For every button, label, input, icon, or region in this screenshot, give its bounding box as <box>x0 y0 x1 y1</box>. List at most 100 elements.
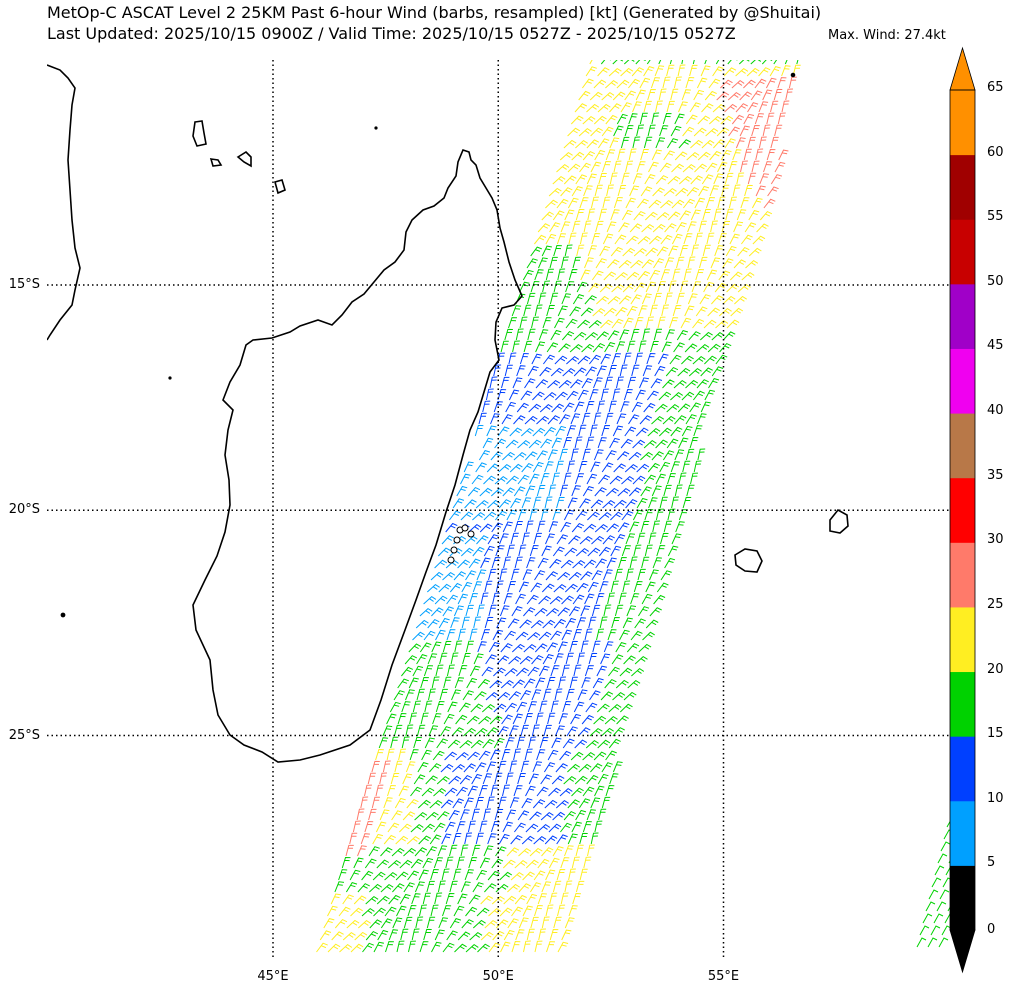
wind-barb <box>590 832 599 845</box>
wind-barb <box>678 101 688 113</box>
wind-barb <box>741 234 753 245</box>
wind-barb <box>578 127 592 137</box>
wind-barb <box>545 268 554 281</box>
wind-barb <box>552 472 560 485</box>
wind-barb <box>517 810 530 821</box>
wind-barb <box>634 352 643 365</box>
wind-barb <box>414 847 428 857</box>
wind-barb <box>497 760 507 773</box>
wind-barb <box>460 547 474 557</box>
wind-barb <box>464 869 474 881</box>
wind-barb <box>652 223 666 233</box>
wind-barb <box>518 581 529 593</box>
wind-barb <box>656 544 666 557</box>
wind-barb <box>750 90 763 101</box>
wind-barb <box>422 823 435 833</box>
wind-barb <box>586 103 600 113</box>
wind-barb <box>618 556 627 569</box>
wind-barb <box>634 282 646 293</box>
wind-barb <box>540 472 550 485</box>
wind-barb <box>402 773 413 785</box>
wind-barb <box>453 905 465 917</box>
wind-barb <box>412 631 425 641</box>
wind-barb <box>613 160 622 173</box>
wind-barb <box>486 761 497 773</box>
wind-barb <box>561 595 574 605</box>
wind-barb <box>579 498 591 509</box>
wind-barb <box>543 391 557 401</box>
wind-barb <box>345 844 354 857</box>
wind-barb <box>608 703 622 713</box>
wind-barb <box>504 702 517 713</box>
wind-barb <box>387 784 396 797</box>
wind-barb <box>526 292 536 305</box>
wind-barb <box>372 871 386 881</box>
wind-barb <box>459 774 473 785</box>
wind-barb <box>651 485 662 497</box>
wind-barb <box>536 749 546 761</box>
wind-barb <box>503 895 517 905</box>
wind-barb <box>767 186 779 197</box>
wind-barb <box>658 60 662 65</box>
wind-barb <box>577 319 590 329</box>
wind-barb <box>463 727 476 737</box>
wind-barb <box>602 196 611 209</box>
wind-barb <box>493 703 507 713</box>
wind-barb <box>478 412 487 425</box>
wind-barb <box>561 330 575 341</box>
wind-barb <box>600 653 611 665</box>
wind-barb <box>598 172 607 185</box>
wind-barb <box>699 294 711 305</box>
colorbar-tick-label: 45 <box>987 338 1004 354</box>
wind-barb <box>449 844 458 857</box>
wind-barb <box>523 304 532 317</box>
wind-barb <box>623 655 636 665</box>
wind-barb <box>656 211 670 221</box>
wind-barb <box>777 77 787 89</box>
wind-barb <box>591 535 605 545</box>
wind-barb <box>431 941 442 953</box>
wind-barb <box>526 928 535 941</box>
wind-barb <box>474 762 487 773</box>
wind-barb <box>534 940 543 953</box>
wind-barb <box>573 331 587 341</box>
wind-barb <box>426 583 440 593</box>
wind-barb <box>525 859 539 869</box>
wind-barb <box>413 774 426 785</box>
wind-barb <box>514 894 527 905</box>
wind-barb <box>593 79 607 89</box>
wind-barb <box>407 904 417 917</box>
wind-barb <box>605 149 616 161</box>
wind-barb <box>514 556 523 569</box>
wind-barb <box>624 463 638 473</box>
wind-barb <box>747 172 757 185</box>
wind-barb <box>543 354 555 365</box>
wind-barb <box>755 185 766 197</box>
wind-barb <box>690 139 703 149</box>
wind-barb <box>531 724 540 737</box>
wind-barb <box>524 712 533 725</box>
wind-barb <box>465 906 478 917</box>
wind-barb <box>409 749 419 761</box>
wind-barb <box>490 487 504 497</box>
wind-barb <box>596 295 609 305</box>
wind-barb <box>643 402 656 413</box>
wind-barb <box>588 319 602 329</box>
wind-barb <box>722 258 734 269</box>
wind-barb <box>575 473 585 485</box>
wind-barb <box>495 919 509 929</box>
wind-barb <box>507 918 519 929</box>
wind-barb <box>476 535 489 545</box>
wind-barb <box>422 857 434 869</box>
wind-barb <box>568 232 577 245</box>
wind-barb <box>773 88 783 101</box>
wind-barb <box>472 511 486 521</box>
wind-barb <box>578 424 587 437</box>
wind-barb <box>543 762 556 773</box>
wind-barb <box>623 691 637 701</box>
wind-barb <box>632 509 644 521</box>
mayotte-island <box>274 179 286 195</box>
wind-barb <box>756 223 769 233</box>
wind-barb <box>557 607 570 617</box>
colorbar-tick-label: 15 <box>987 726 1004 742</box>
